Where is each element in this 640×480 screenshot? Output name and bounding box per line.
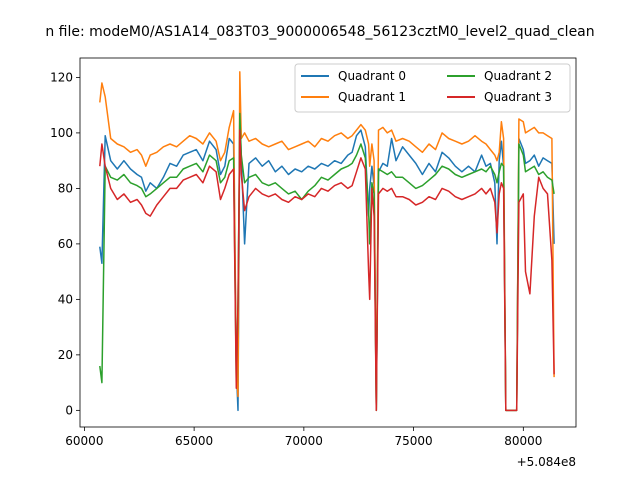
y-tick-label: 80 xyxy=(58,181,73,195)
x-tick-label: 65000 xyxy=(175,434,213,448)
x-tick-label: 80000 xyxy=(504,434,542,448)
plot-frame xyxy=(79,57,577,428)
y-tick-label: 0 xyxy=(65,403,73,417)
series-line-quadrant-3 xyxy=(99,129,555,412)
legend-label-quadrant-2: Quadrant 2 xyxy=(484,69,552,83)
series-line-quadrant-2 xyxy=(99,112,555,412)
y-axis: 0 20 40 60 80 100 120 xyxy=(50,70,80,417)
y-tick-label: 40 xyxy=(58,292,73,306)
series-line-quadrant-0 xyxy=(99,115,555,412)
legend-box xyxy=(294,63,571,113)
x-axis: 60000 65000 70000 75000 80000 xyxy=(65,427,542,448)
x-tick-label: 60000 xyxy=(65,434,103,448)
series-layer xyxy=(99,71,555,412)
x-offset-label: +5.084e8 xyxy=(517,455,576,469)
x-tick-label: 70000 xyxy=(285,434,323,448)
y-tick-label: 120 xyxy=(50,70,73,84)
legend-label-quadrant-0: Quadrant 0 xyxy=(338,69,406,83)
series-line-quadrant-1 xyxy=(99,71,555,412)
x-tick-label: 75000 xyxy=(394,434,432,448)
chart-title: n file: modeM0/AS1A14_083T03_9000006548_… xyxy=(45,24,594,40)
legend: Quadrant 0 Quadrant 1 Quadrant 2 Quadrant 3 xyxy=(294,63,571,113)
y-tick-label: 60 xyxy=(58,237,73,251)
y-tick-label: 100 xyxy=(50,126,73,140)
legend-label-quadrant-3: Quadrant 3 xyxy=(484,90,552,104)
legend-label-quadrant-1: Quadrant 1 xyxy=(338,90,406,104)
y-tick-label: 20 xyxy=(58,348,73,362)
